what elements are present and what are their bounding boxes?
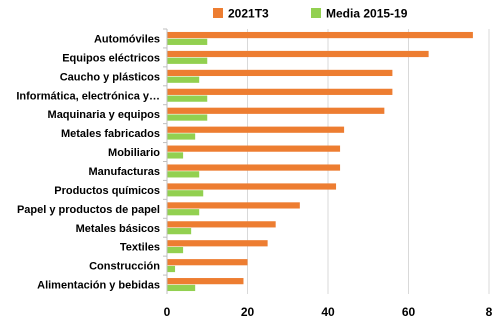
bar-series-2 bbox=[167, 209, 200, 216]
category-label: Alimentación y bebidas bbox=[37, 280, 160, 292]
category-label: Construcción bbox=[89, 261, 160, 273]
category-label: Metales básicos bbox=[76, 223, 160, 235]
bar-series-2 bbox=[167, 95, 208, 102]
bar-series-2 bbox=[167, 171, 200, 178]
bar-series-2 bbox=[167, 265, 176, 273]
legend-swatch bbox=[311, 8, 321, 18]
bar-series-2 bbox=[167, 152, 184, 159]
bar-series-1 bbox=[167, 221, 276, 228]
bar-series-2 bbox=[167, 284, 196, 292]
category-label: Automóviles bbox=[94, 33, 160, 45]
x-tick-label: 20 bbox=[241, 305, 255, 319]
bar-series-2 bbox=[167, 76, 200, 83]
x-tick-label: 40 bbox=[321, 305, 335, 319]
category-label: Textiles bbox=[120, 242, 160, 254]
bar-series-1 bbox=[167, 183, 337, 190]
x-tick-label: 60 bbox=[402, 305, 416, 319]
bar-series-1 bbox=[167, 107, 385, 114]
bar-series-2 bbox=[167, 38, 208, 45]
bar-series-2 bbox=[167, 114, 208, 121]
category-label: Metales fabricados bbox=[61, 128, 160, 140]
bar-series-1 bbox=[167, 202, 300, 209]
legend: 2021T3 Media 2015-19 bbox=[213, 7, 408, 21]
legend-label: Media 2015-19 bbox=[326, 7, 408, 21]
bar-series-1 bbox=[167, 126, 345, 133]
bar-series-1 bbox=[167, 278, 244, 285]
bars bbox=[167, 31, 473, 292]
bar-series-2 bbox=[167, 57, 208, 64]
axes: 0 20 40 60 8 Automóviles Equipos eléctricos Cau… bbox=[16, 28, 492, 319]
bar-series-1 bbox=[167, 31, 473, 39]
bar-series-1 bbox=[167, 50, 429, 58]
bar-series-2 bbox=[167, 133, 196, 140]
category-label: Manufacturas bbox=[88, 166, 160, 178]
category-label: Informática, electrónica y… bbox=[16, 90, 160, 102]
legend-label: 2021T3 bbox=[228, 7, 269, 21]
bar-series-1 bbox=[167, 259, 248, 266]
bar-series-1 bbox=[167, 88, 393, 95]
bar-series-1 bbox=[167, 69, 393, 77]
category-label: Caucho y plásticos bbox=[60, 71, 160, 83]
category-label: Productos químicos bbox=[54, 185, 160, 197]
category-label: Equipos eléctricos bbox=[62, 52, 160, 64]
category-label: Mobiliario bbox=[108, 147, 160, 159]
category-label: Maquinaria y equipos bbox=[48, 109, 160, 121]
bar-series-1 bbox=[167, 145, 341, 152]
x-tick-label: 8 bbox=[486, 305, 492, 319]
bar-series-2 bbox=[167, 228, 192, 235]
gridlines bbox=[247, 29, 490, 294]
x-tick-label: 0 bbox=[164, 305, 171, 319]
bar-series-1 bbox=[167, 164, 341, 171]
legend-swatch bbox=[213, 8, 223, 18]
bar-series-1 bbox=[167, 240, 268, 247]
bar-series-2 bbox=[167, 246, 184, 254]
bar-series-2 bbox=[167, 190, 204, 197]
category-label: Papel y productos de papel bbox=[17, 204, 160, 216]
